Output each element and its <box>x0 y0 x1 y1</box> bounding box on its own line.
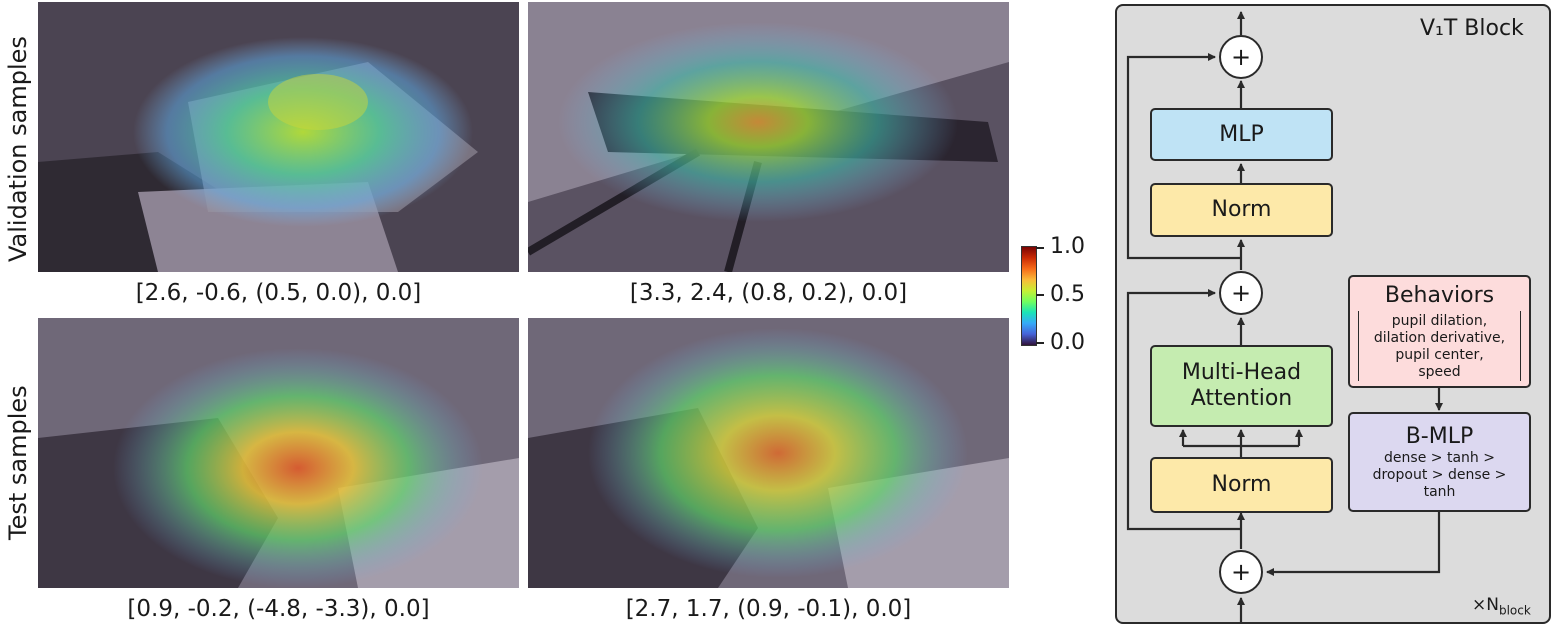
colorbar-label-mid: 0.5 <box>1050 282 1085 307</box>
colorbar-tick-max <box>1036 247 1044 249</box>
heatmap-panel-val-2 <box>528 2 1009 272</box>
behaviors-box: Behaviors pupil dilation, dilation deriv… <box>1348 275 1531 388</box>
caption-test-2: [2.7, 1.7, (0.9, -0.1), 0.0] <box>625 596 912 622</box>
norm-bottom-label: Norm <box>1211 472 1272 497</box>
heatmap-panel-val-1 <box>38 2 519 272</box>
block-repeat-label: ×Nblock <box>1472 595 1531 618</box>
colorbar-label-min: 0.0 <box>1050 330 1085 355</box>
b-mlp-title: B-MLP <box>1405 423 1474 449</box>
colorbar-tick-mid <box>1036 294 1044 296</box>
mlp-box: MLP <box>1150 108 1333 161</box>
b-mlp-layers: dense > tanh > dropout > dense > tanh <box>1372 449 1507 500</box>
colorbar-tick-min <box>1036 342 1044 344</box>
heatmap-panel-test-1 <box>38 318 519 588</box>
caption-test-1: [0.9, -0.2, (-4.8, -3.3), 0.0] <box>127 596 430 622</box>
heatmap-panel-test-2 <box>528 318 1009 588</box>
behaviors-items: pupil dilation, dilation derivative, pup… <box>1358 310 1521 381</box>
norm-top-label: Norm <box>1211 197 1272 222</box>
residual-add-top: + <box>1219 35 1263 79</box>
residual-add-bottom: + <box>1219 550 1263 594</box>
norm-bottom-box: Norm <box>1150 457 1333 513</box>
b-mlp-box: B-MLP dense > tanh > dropout > dense > t… <box>1348 412 1531 512</box>
mlp-label: MLP <box>1219 121 1264 147</box>
colorbar <box>1021 246 1037 346</box>
multi-head-attention-box: Multi-Head Attention <box>1150 345 1333 427</box>
norm-top-box: Norm <box>1150 183 1333 237</box>
mha-label: Multi-Head Attention <box>1181 360 1302 411</box>
caption-val-1: [2.6, -0.6, (0.5, 0.0), 0.0] <box>135 280 422 306</box>
behaviors-title: Behaviors <box>1384 282 1495 308</box>
caption-val-2: [3.3, 2.4, (0.8, 0.2), 0.0] <box>629 280 908 306</box>
block-title: V₁T Block <box>1420 16 1524 41</box>
residual-add-middle: + <box>1219 271 1263 315</box>
colorbar-label-max: 1.0 <box>1050 234 1085 259</box>
